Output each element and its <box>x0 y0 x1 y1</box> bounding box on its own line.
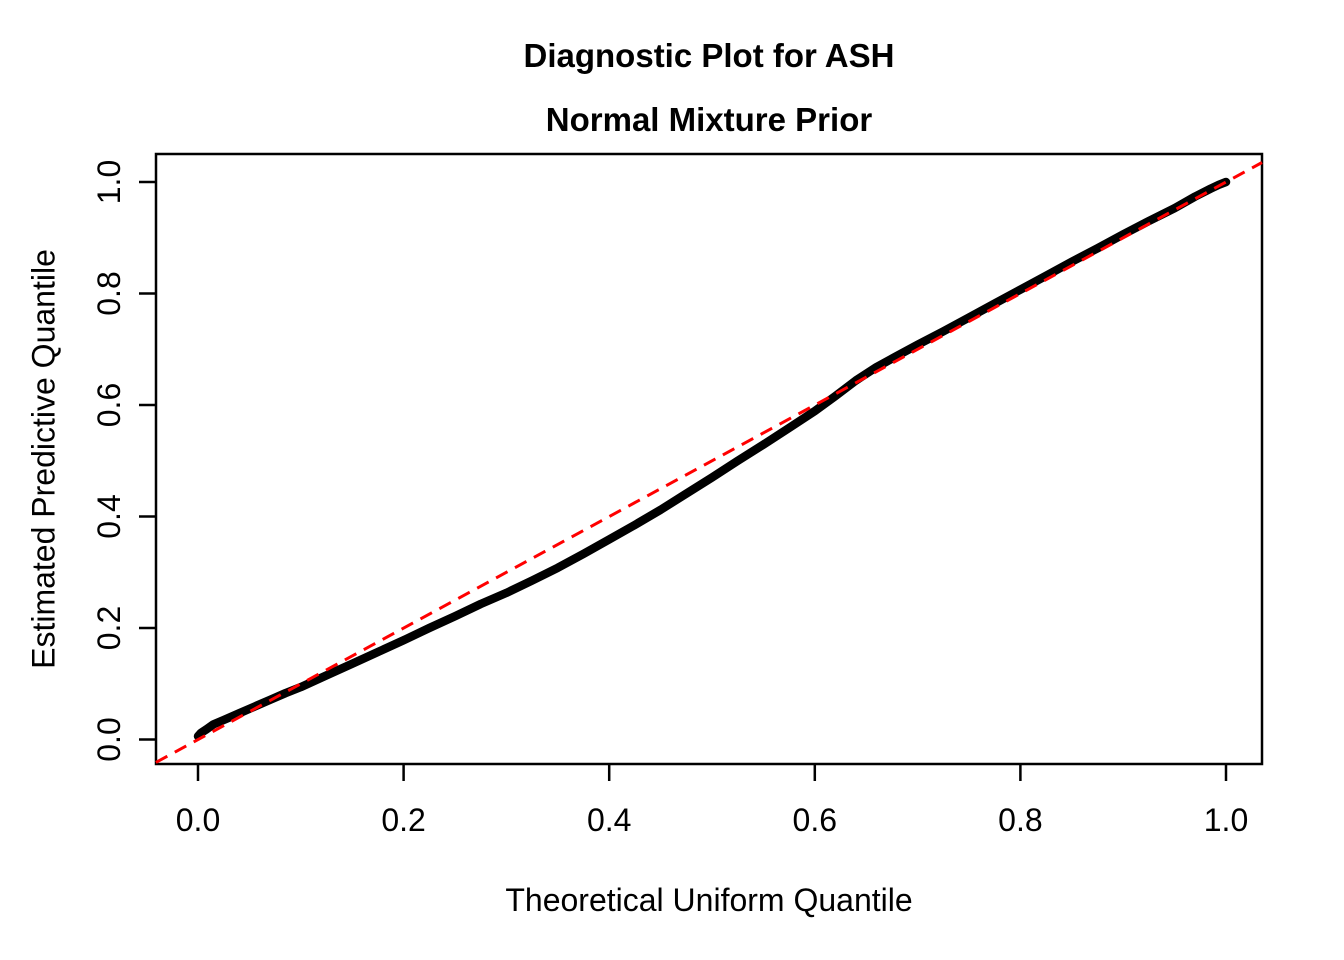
y-axis-tick-label: 0.6 <box>91 383 127 427</box>
estimated-predictive-quantile-curve <box>193 177 1231 741</box>
x-axis-tick-label: 0.2 <box>381 802 425 838</box>
y-axis-tick-label: 0.0 <box>91 717 127 761</box>
x-axis-tick-label: 0.4 <box>587 802 631 838</box>
y-axis-tick-label: 0.2 <box>91 606 127 650</box>
identity-reference-line <box>155 161 1263 764</box>
x-axis-title: Theoretical Uniform Quantile <box>505 882 913 918</box>
chart-title: Diagnostic Plot for ASH Normal Mixture P… <box>156 37 1262 138</box>
plot-border <box>154 152 1264 766</box>
x-axis-tick-label: 0.8 <box>998 802 1042 838</box>
x-axis-tick-label: 1.0 <box>1204 802 1248 838</box>
y-axis-tick-label: 0.4 <box>91 494 127 538</box>
chart-title-line1: Diagnostic Plot for ASH <box>523 37 895 74</box>
chart-title-line2: Normal Mixture Prior <box>545 101 873 138</box>
y-axis-tick-label: 0.8 <box>91 271 127 315</box>
x-axis-tick-label: 0.0 <box>176 802 220 838</box>
y-axis-tick-label: 1.0 <box>91 160 127 204</box>
x-axis-tick-label: 0.6 <box>793 802 837 838</box>
